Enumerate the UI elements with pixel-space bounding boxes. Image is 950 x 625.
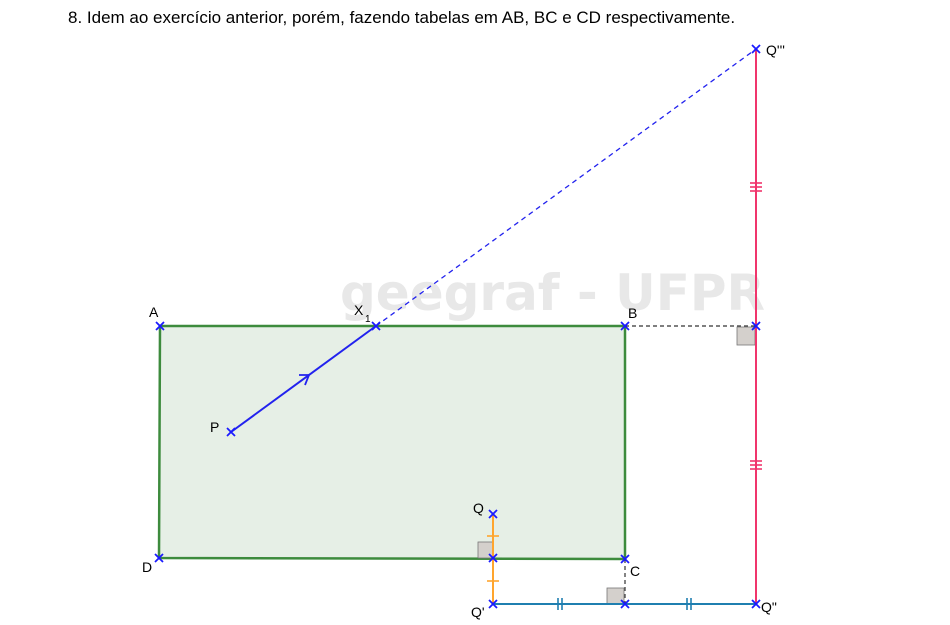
point-b-foot-marker bbox=[751, 321, 761, 331]
point-c-marker bbox=[620, 554, 630, 564]
label-q: Q bbox=[473, 500, 484, 516]
label-x1-subscript: 1 bbox=[365, 314, 371, 325]
label-x1: X bbox=[354, 302, 364, 318]
label-d: D bbox=[142, 559, 152, 575]
label-q3: Q''' bbox=[766, 42, 785, 58]
label-c: C bbox=[630, 563, 640, 579]
point-a-marker bbox=[155, 321, 165, 331]
label-a: A bbox=[149, 304, 159, 320]
point-d-marker bbox=[154, 553, 164, 563]
label-p: P bbox=[210, 419, 219, 435]
double-tick-marks bbox=[557, 598, 692, 610]
point-x1-marker bbox=[371, 321, 381, 331]
watermark: geegraf - UFPR bbox=[340, 264, 765, 322]
point-q3-marker bbox=[751, 44, 761, 54]
dashed-extension-line bbox=[375, 48, 757, 327]
label-q2: Q" bbox=[761, 599, 777, 615]
single-tick-marks bbox=[487, 535, 499, 582]
rectangle-abcd bbox=[157, 324, 627, 561]
label-b: B bbox=[628, 305, 637, 321]
ray-p-x1 bbox=[230, 325, 377, 433]
exercise-statement: 8. Idem ao exercício anterior, porém, fa… bbox=[68, 8, 736, 27]
label-q1: Q' bbox=[471, 604, 485, 620]
point-q-foot-marker bbox=[488, 553, 498, 563]
point-c-foot-marker bbox=[620, 599, 630, 609]
point-p-marker bbox=[226, 427, 236, 437]
point-q2-marker bbox=[751, 599, 761, 609]
point-q-marker bbox=[488, 509, 498, 519]
point-b-marker bbox=[620, 321, 630, 331]
point-q1-marker bbox=[488, 599, 498, 609]
direction-arrow-icon bbox=[299, 374, 311, 386]
triple-tick-marks bbox=[750, 182, 762, 470]
